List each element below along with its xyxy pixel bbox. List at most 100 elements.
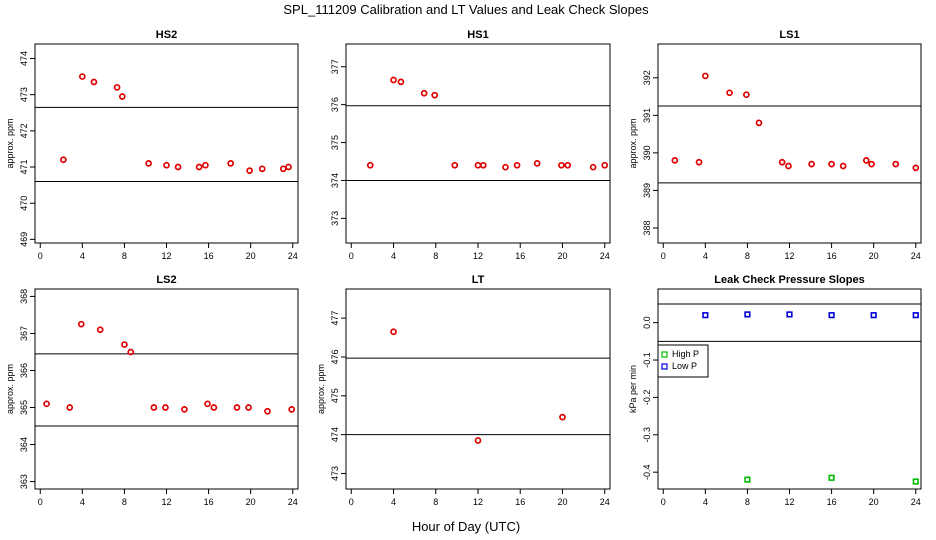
data-point xyxy=(839,162,847,170)
data-point xyxy=(78,73,86,80)
data-point xyxy=(912,478,919,485)
data-point xyxy=(118,93,126,100)
panel-title: LT xyxy=(472,274,485,286)
y-tick-label: 376 xyxy=(330,97,340,112)
data-point xyxy=(127,348,135,356)
legend-swatch xyxy=(661,363,668,370)
x-tick-label: 4 xyxy=(80,497,85,507)
data-point xyxy=(145,160,152,167)
y-tick-label: 363 xyxy=(19,474,29,489)
y-tick-label: 475 xyxy=(330,388,340,403)
plot-frame xyxy=(657,43,922,244)
y-tick-label: 377 xyxy=(330,59,340,74)
plot-frame xyxy=(345,288,611,490)
data-point xyxy=(828,312,835,319)
x-tick-label: 16 xyxy=(515,251,525,261)
x-tick-label: 24 xyxy=(911,497,921,507)
data-point xyxy=(868,160,875,168)
data-point xyxy=(288,406,296,413)
data-point xyxy=(559,413,566,421)
data-point xyxy=(246,167,253,174)
y-axis-title: approx. ppm xyxy=(5,118,15,168)
data-point xyxy=(862,157,870,164)
y-tick-label: 469 xyxy=(19,232,29,247)
data-point xyxy=(474,161,482,169)
x-tick-label: 8 xyxy=(122,497,127,507)
y-tick-label: 474 xyxy=(19,51,29,66)
x-tick-label: 20 xyxy=(246,251,256,261)
y-tick-label: 391 xyxy=(642,108,652,123)
data-point xyxy=(451,161,459,169)
data-point xyxy=(474,437,482,444)
data-point xyxy=(96,326,104,334)
data-point xyxy=(912,312,919,319)
legend-box xyxy=(657,344,709,378)
data-point xyxy=(204,400,211,408)
panel-hs1: HS1 0 4 8 12 16 20 24 373 374 375 376 377 xyxy=(330,29,611,261)
y-tick-label: 474 xyxy=(330,427,340,442)
y-tick-label: -0.1 xyxy=(642,352,652,368)
data-point xyxy=(786,311,793,318)
x-tick-label: 16 xyxy=(204,251,214,261)
x-tick-label: 24 xyxy=(288,497,298,507)
data-point xyxy=(162,404,169,411)
y-tick-label: 473 xyxy=(330,466,340,481)
data-point xyxy=(828,474,835,481)
data-point xyxy=(163,161,170,169)
x-tick-label: 8 xyxy=(122,251,127,261)
y-tick-label: 368 xyxy=(19,289,29,304)
y-tick-label: 367 xyxy=(19,326,29,341)
x-tick-label: 12 xyxy=(784,251,794,261)
panel-title: Leak Check Pressure Slopes xyxy=(714,274,864,286)
y-tick-label: 471 xyxy=(19,160,29,175)
data-point xyxy=(202,161,209,169)
x-tick-label: 12 xyxy=(473,497,483,507)
x-tick-label: 8 xyxy=(433,251,438,261)
y-axis-title: approx. ppm xyxy=(5,364,15,414)
data-point xyxy=(558,161,565,169)
y-tick-label: 472 xyxy=(19,123,29,138)
x-tick-label: 4 xyxy=(391,497,396,507)
panel-ls2: LS2 0 4 8 12 16 20 24 363 364 365 366 367 368 approx. … xyxy=(5,274,299,507)
data-point xyxy=(502,163,509,171)
x-tick-label: 4 xyxy=(703,497,708,507)
data-point xyxy=(702,312,709,319)
x-tick-label: 0 xyxy=(38,497,43,507)
legend-swatch xyxy=(661,351,668,358)
data-point xyxy=(744,476,751,483)
x-tick-label: 16 xyxy=(827,497,837,507)
data-point xyxy=(870,312,877,319)
chart-title: SPL_111209 Calibration and LT Values and… xyxy=(283,2,649,17)
y-axis-title: approx. ppm xyxy=(628,118,638,168)
data-point xyxy=(264,407,271,415)
panel-lt: LT 0 4 8 12 16 20 24 473 474 475 476 477 approx. ppm xyxy=(316,274,611,507)
data-point xyxy=(285,163,292,171)
y-tick-label: 473 xyxy=(19,87,29,102)
data-point xyxy=(113,84,121,91)
plot-frame xyxy=(34,288,299,490)
x-tick-label: 24 xyxy=(600,497,610,507)
data-point xyxy=(828,160,835,168)
plot-frame xyxy=(345,43,611,244)
x-axis-title: Hour of Day (UTC) xyxy=(412,519,520,534)
data-point xyxy=(778,158,786,166)
data-point xyxy=(181,406,188,413)
y-tick-label: 390 xyxy=(642,145,652,160)
data-point xyxy=(121,341,128,348)
y-axis-title: approx. ppm xyxy=(316,364,326,414)
y-tick-label: 0.0 xyxy=(642,316,652,329)
data-point xyxy=(785,162,792,170)
x-tick-label: 12 xyxy=(473,251,483,261)
y-tick-label: -0.3 xyxy=(642,427,652,443)
y-axis-title: kPa per min xyxy=(628,365,638,413)
x-tick-label: 20 xyxy=(869,251,879,261)
x-tick-label: 8 xyxy=(745,251,750,261)
data-point xyxy=(589,163,597,171)
data-point xyxy=(892,160,900,168)
y-tick-label: 375 xyxy=(330,135,340,150)
y-tick-label: -0.4 xyxy=(642,464,652,480)
data-point xyxy=(279,165,287,173)
x-tick-label: 0 xyxy=(349,251,354,261)
plot-frame xyxy=(657,288,922,490)
x-tick-label: 16 xyxy=(827,251,837,261)
